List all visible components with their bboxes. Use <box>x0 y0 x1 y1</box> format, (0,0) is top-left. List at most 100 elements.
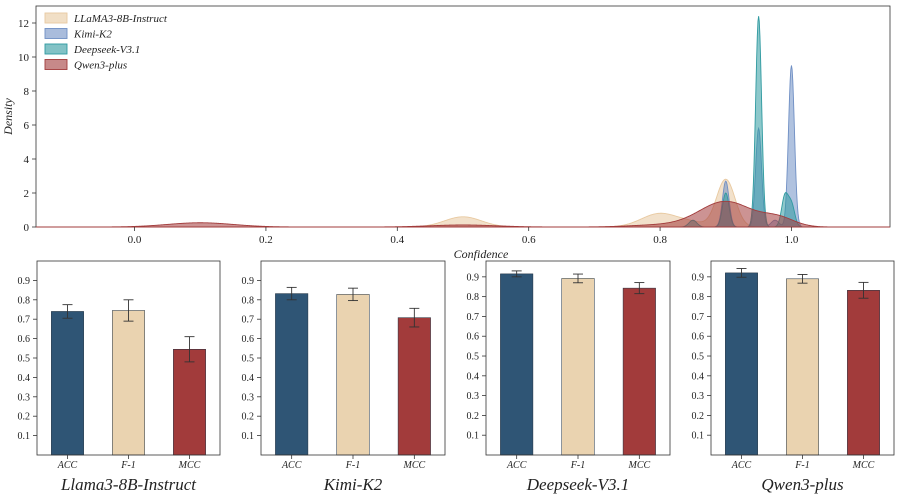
y-tick-label: 0.9 <box>692 272 705 283</box>
category-label: F-1 <box>345 460 360 471</box>
category-label: MCC <box>627 460 650 471</box>
y-tick-label: 0.8 <box>692 292 705 303</box>
y-tick-label: 0.1 <box>467 431 480 442</box>
bar-chart-2: ACC F-1 MCC 0.1 0.2 0.3 0.4 0.5 0.6 0.7 0.8 0.9 Kimi… <box>242 260 446 494</box>
bar <box>500 273 534 456</box>
bar-chart-frame <box>260 260 446 456</box>
legend: LLaMA3-8B-Instruct Kimi-K2 Deepseek-V3.1 Qw… <box>44 12 168 72</box>
y-tick-label: 0.9 <box>18 276 31 287</box>
bar-chart-frame <box>36 260 221 456</box>
density-y-tick-label: 8 <box>24 86 30 98</box>
category-label: F-1 <box>120 460 135 471</box>
y-tick-label: 0.7 <box>18 315 31 326</box>
bar <box>622 287 656 456</box>
y-tick-label: 0.5 <box>692 352 705 363</box>
bar-chart-frame <box>485 260 671 456</box>
legend-swatch <box>44 12 68 24</box>
bar <box>397 317 431 456</box>
category-label: ACC <box>731 460 752 471</box>
y-tick-label: 0.9 <box>242 276 255 287</box>
y-tick-label: 0.2 <box>467 411 480 422</box>
density-x-tick-label: 0.2 <box>259 234 273 246</box>
bar <box>847 290 880 456</box>
bar-chart-title: Qwen3-plus <box>761 475 844 494</box>
y-tick-label: 0.4 <box>18 373 31 384</box>
density-y-tick-label: 10 <box>18 52 30 64</box>
legend-label: Kimi-K2 <box>73 29 112 41</box>
y-tick-label: 0.1 <box>692 431 705 442</box>
density-x-tick-label: 0.6 <box>522 234 536 246</box>
category-label: MCC <box>402 460 425 471</box>
density-y-tick-label: 12 <box>18 18 29 30</box>
legend-label: Deepseek-V3.1 <box>73 44 140 56</box>
y-tick-label: 0.3 <box>692 391 705 402</box>
density-y-tick-label: 6 <box>24 120 30 132</box>
y-tick-label: 0.9 <box>467 272 480 283</box>
y-tick-label: 0.7 <box>467 312 480 323</box>
density-y-axis-label: Density <box>1 97 15 135</box>
bar <box>561 278 595 456</box>
density-x-tick-label: 1.0 <box>785 234 799 246</box>
category-label: MCC <box>178 460 201 471</box>
y-tick-label: 0.8 <box>467 292 480 303</box>
legend-swatch <box>44 43 68 55</box>
category-label: MCC <box>852 460 875 471</box>
bar <box>786 278 819 456</box>
y-tick-label: 0.4 <box>467 371 480 382</box>
bar-chart-title: Llama3-8B-Instruct <box>60 475 197 494</box>
category-label: F-1 <box>794 460 809 471</box>
y-tick-label: 0.8 <box>242 295 255 306</box>
bar-chart-4: ACC F-1 MCC 0.1 0.2 0.3 0.4 0.5 0.6 0.7 0.8 0.9 Qwen… <box>692 260 895 494</box>
density-series-2 <box>36 16 890 228</box>
legend-label: LLaMA3-8B-Instruct <box>73 13 168 25</box>
bar <box>173 349 206 456</box>
bar <box>336 294 370 456</box>
y-tick-label: 0.5 <box>242 354 255 365</box>
legend-swatch <box>44 59 68 70</box>
y-tick-label: 0.6 <box>692 332 705 343</box>
y-tick-label: 0.3 <box>18 392 31 403</box>
bar-chart-title: Deepseek-V3.1 <box>526 475 629 494</box>
density-y-tick-label: 4 <box>24 154 30 166</box>
category-label: ACC <box>281 460 302 471</box>
density-x-tick-label: 0.8 <box>653 234 667 246</box>
y-tick-label: 0.5 <box>467 352 480 363</box>
y-tick-label: 0.6 <box>18 334 31 345</box>
bar-chart-title: Kimi-K2 <box>323 475 383 494</box>
density-plot: 0.0 0.2 0.4 0.6 0.8 1.0 0 2 4 6 8 10 12 Confidence Den… <box>1 5 891 261</box>
legend-swatch <box>44 28 68 39</box>
y-tick-label: 0.7 <box>692 312 705 323</box>
density-y-tick-label: 0 <box>24 222 30 234</box>
y-tick-label: 0.7 <box>242 315 255 326</box>
density-x-tick-label: 0.0 <box>128 234 142 246</box>
y-tick-label: 0.2 <box>242 412 255 423</box>
y-tick-label: 0.5 <box>18 354 31 365</box>
bar-chart-1: ACC F-1 MCC 0.1 0.2 0.3 0.4 0.5 0.6 0.7 0.8 0.9 Llam… <box>18 260 221 494</box>
y-tick-label: 0.2 <box>18 412 31 423</box>
y-tick-label: 0.6 <box>242 334 255 345</box>
density-x-axis-label: Confidence <box>454 247 509 261</box>
bar <box>51 311 84 456</box>
density-x-tick-label: 0.4 <box>390 234 404 246</box>
density-y-tick-label: 2 <box>24 188 30 200</box>
y-tick-label: 0.4 <box>692 371 705 382</box>
y-tick-label: 0.1 <box>242 431 255 442</box>
y-tick-label: 0.3 <box>467 391 480 402</box>
bar <box>275 293 309 456</box>
density-series-3 <box>36 200 890 228</box>
y-tick-label: 0.8 <box>18 295 31 306</box>
legend-label: Qwen3-plus <box>74 60 127 72</box>
bar-chart-frame <box>710 260 895 456</box>
y-tick-label: 0.6 <box>467 332 480 343</box>
bar <box>725 272 758 456</box>
bar-chart-3: ACC F-1 MCC 0.1 0.2 0.3 0.4 0.5 0.6 0.7 0.8 0.9 Deep… <box>467 260 671 494</box>
bar <box>112 310 145 456</box>
category-label: ACC <box>506 460 527 471</box>
y-tick-label: 0.1 <box>18 431 31 442</box>
category-label: F-1 <box>570 460 585 471</box>
category-label: ACC <box>57 460 78 471</box>
y-tick-label: 0.4 <box>242 373 255 384</box>
y-tick-label: 0.3 <box>242 392 255 403</box>
y-tick-label: 0.2 <box>692 411 705 422</box>
